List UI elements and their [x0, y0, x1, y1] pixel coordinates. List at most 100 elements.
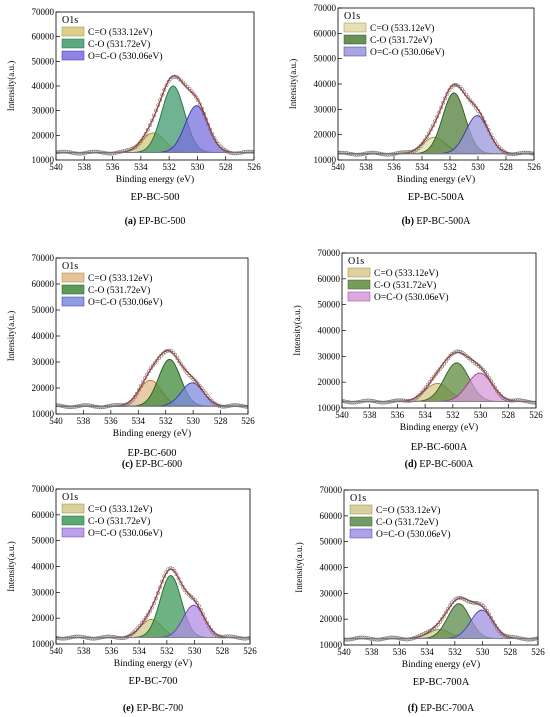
peak-2 [56, 85, 254, 154]
x-tick-label: 538 [77, 646, 91, 656]
x-axis-label: Binding energy (eV) [113, 428, 191, 439]
legend-entry: C-O (531.72eV) [88, 39, 150, 50]
x-tick-label: 528 [219, 162, 233, 172]
raw-marker [101, 635, 105, 639]
raw-marker [79, 151, 83, 156]
x-tick-label: 540 [335, 410, 349, 420]
raw-marker [476, 109, 481, 113]
raw-marker [235, 635, 240, 640]
raw-marker [172, 569, 177, 573]
raw-marker [370, 399, 375, 403]
raw-marker [72, 634, 77, 639]
raw-marker [344, 637, 346, 642]
raw-marker [505, 634, 510, 639]
raw-marker [381, 152, 386, 157]
raw-marker [378, 400, 383, 405]
y-tick-label: 40000 [314, 79, 337, 89]
raw-marker [488, 132, 493, 136]
raw-marker [160, 92, 165, 97]
raw-marker [493, 385, 498, 390]
y-tick-label: 40000 [32, 81, 55, 91]
plot-area [56, 566, 250, 641]
raw-marker [445, 91, 450, 96]
raw-marker [395, 636, 399, 640]
raw-marker [151, 363, 155, 368]
x-tick-label: 534 [134, 162, 148, 172]
raw-marker [456, 349, 461, 354]
raw-marker [486, 128, 491, 132]
sample-name: EP-BC-700A [413, 677, 470, 688]
raw-marker [461, 89, 466, 94]
raw-marker [474, 106, 479, 110]
x-tick-label: 540 [331, 162, 345, 172]
raw-marker [238, 403, 242, 408]
raw-marker [503, 150, 507, 155]
raw-marker [424, 135, 429, 139]
raw-marker [487, 612, 491, 617]
raw-marker [398, 150, 402, 155]
x-tick-label: 532 [448, 647, 462, 657]
raw-marker [356, 400, 361, 404]
plot-area [56, 348, 248, 410]
raw-marker [378, 637, 383, 642]
raw-marker [453, 82, 458, 87]
raw-marker [362, 398, 367, 403]
x-tick-label: 526 [531, 647, 545, 657]
raw-marker [448, 603, 453, 608]
x-tick-label: 528 [504, 647, 518, 657]
x-tick-label: 538 [359, 162, 373, 172]
raw-marker [165, 348, 170, 353]
y-tick-label: 40000 [32, 562, 55, 572]
x-tick-label: 532 [443, 162, 457, 172]
legend-swatch [347, 279, 371, 290]
x-tick-label: 534 [420, 647, 434, 657]
raw-marker [145, 127, 150, 132]
raw-marker [203, 391, 208, 396]
raw-marker [371, 150, 375, 155]
raw-marker [437, 110, 441, 115]
caption-text: EP-BC-500A [416, 216, 471, 227]
raw-marker [87, 150, 92, 154]
raw-marker [342, 399, 346, 404]
raw-marker [90, 636, 95, 641]
raw-marker [191, 377, 196, 382]
raw-marker [74, 151, 79, 156]
raw-marker [245, 149, 250, 154]
raw-marker [525, 150, 530, 155]
raw-marker [505, 151, 510, 156]
raw-marker [468, 600, 473, 605]
raw-marker [119, 636, 124, 641]
sample-name: EP-BC-600 [127, 448, 176, 459]
raw-marker [108, 403, 113, 408]
raw-marker [364, 398, 369, 403]
y-tick-label: 30000 [32, 357, 55, 367]
raw-marker [168, 566, 173, 570]
y-tick-label: 10000 [318, 403, 341, 413]
raw-marker [443, 96, 448, 100]
raw-marker [457, 84, 462, 89]
raw-marker [368, 636, 373, 641]
raw-marker [82, 403, 87, 408]
raw-marker [416, 146, 421, 151]
raw-marker [380, 637, 385, 641]
raw-marker [110, 151, 115, 156]
raw-marker [239, 150, 244, 155]
raw-marker [157, 356, 161, 360]
raw-marker [426, 131, 431, 136]
raw-marker [492, 139, 497, 144]
raw-marker [215, 403, 220, 408]
raw-marker [105, 634, 109, 639]
raw-marker [183, 82, 188, 87]
raw-marker [527, 637, 532, 642]
raw-marker [491, 619, 495, 624]
raw-marker [387, 152, 392, 157]
raw-marker [352, 636, 357, 641]
raw-marker [96, 405, 101, 410]
raw-marker [447, 88, 452, 92]
raw-marker [129, 147, 133, 151]
raw-marker [60, 404, 64, 408]
y-tick-label: 70000 [32, 484, 55, 494]
raw-marker [511, 635, 516, 639]
raw-marker [122, 148, 127, 153]
